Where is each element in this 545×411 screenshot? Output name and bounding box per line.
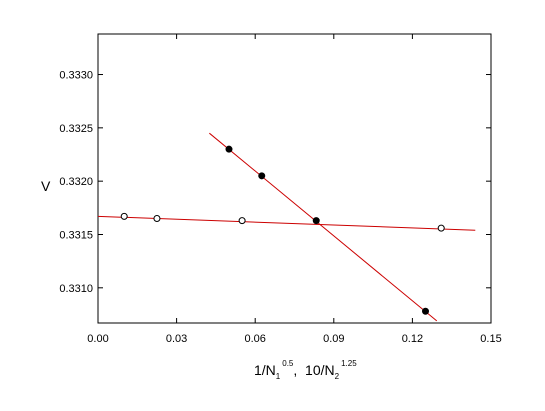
plot-frame bbox=[97, 33, 492, 324]
x-title-part1-sub: 1 bbox=[276, 372, 281, 381]
y-axis-title: V bbox=[41, 178, 51, 194]
x-tick-label: 0.06 bbox=[244, 333, 265, 345]
x-title-part2-sup: 1.25 bbox=[341, 359, 357, 368]
filled-data-point bbox=[225, 145, 233, 153]
ticks-layer: 0.00 0.03 0.06 0.09 0.12 0.15 0.3310 0.3315 0.33… bbox=[59, 34, 502, 345]
x-title-part2-sub: 2 bbox=[335, 372, 340, 381]
open-data-point bbox=[153, 214, 161, 222]
x-title-part1-sup: 0.5 bbox=[282, 359, 294, 368]
y-tick-label: 0.3315 bbox=[59, 229, 93, 241]
y-tick-label: 0.3310 bbox=[59, 283, 93, 295]
x-tick-label: 0.15 bbox=[480, 333, 501, 345]
open-data-point bbox=[238, 217, 246, 225]
y-tick-label: 0.3320 bbox=[59, 176, 93, 188]
open-data-point bbox=[120, 212, 128, 220]
x-tick-label: 0.09 bbox=[323, 333, 344, 345]
x-tick-label: 0.12 bbox=[402, 333, 423, 345]
x-title-part2-base: 10/N bbox=[305, 362, 335, 378]
fit-line-2 bbox=[97, 215, 476, 231]
data-markers bbox=[120, 145, 445, 315]
x-title-separator: , bbox=[293, 362, 305, 378]
open-data-point bbox=[437, 224, 445, 232]
fit-line-1 bbox=[209, 132, 438, 322]
x-tick-label: 0.03 bbox=[166, 333, 187, 345]
x-tick-label: 0.00 bbox=[87, 333, 108, 345]
filled-data-point bbox=[258, 172, 266, 180]
filled-data-point bbox=[422, 307, 429, 315]
x-axis-title: 1/N10.5, 10/N21.25 bbox=[254, 359, 357, 381]
filled-data-point bbox=[312, 217, 320, 225]
x-title-part1-base: 1/N bbox=[254, 362, 276, 378]
fit-lines bbox=[97, 132, 476, 322]
y-tick-label: 0.3325 bbox=[59, 123, 93, 135]
y-tick-label: 0.3330 bbox=[59, 70, 93, 82]
